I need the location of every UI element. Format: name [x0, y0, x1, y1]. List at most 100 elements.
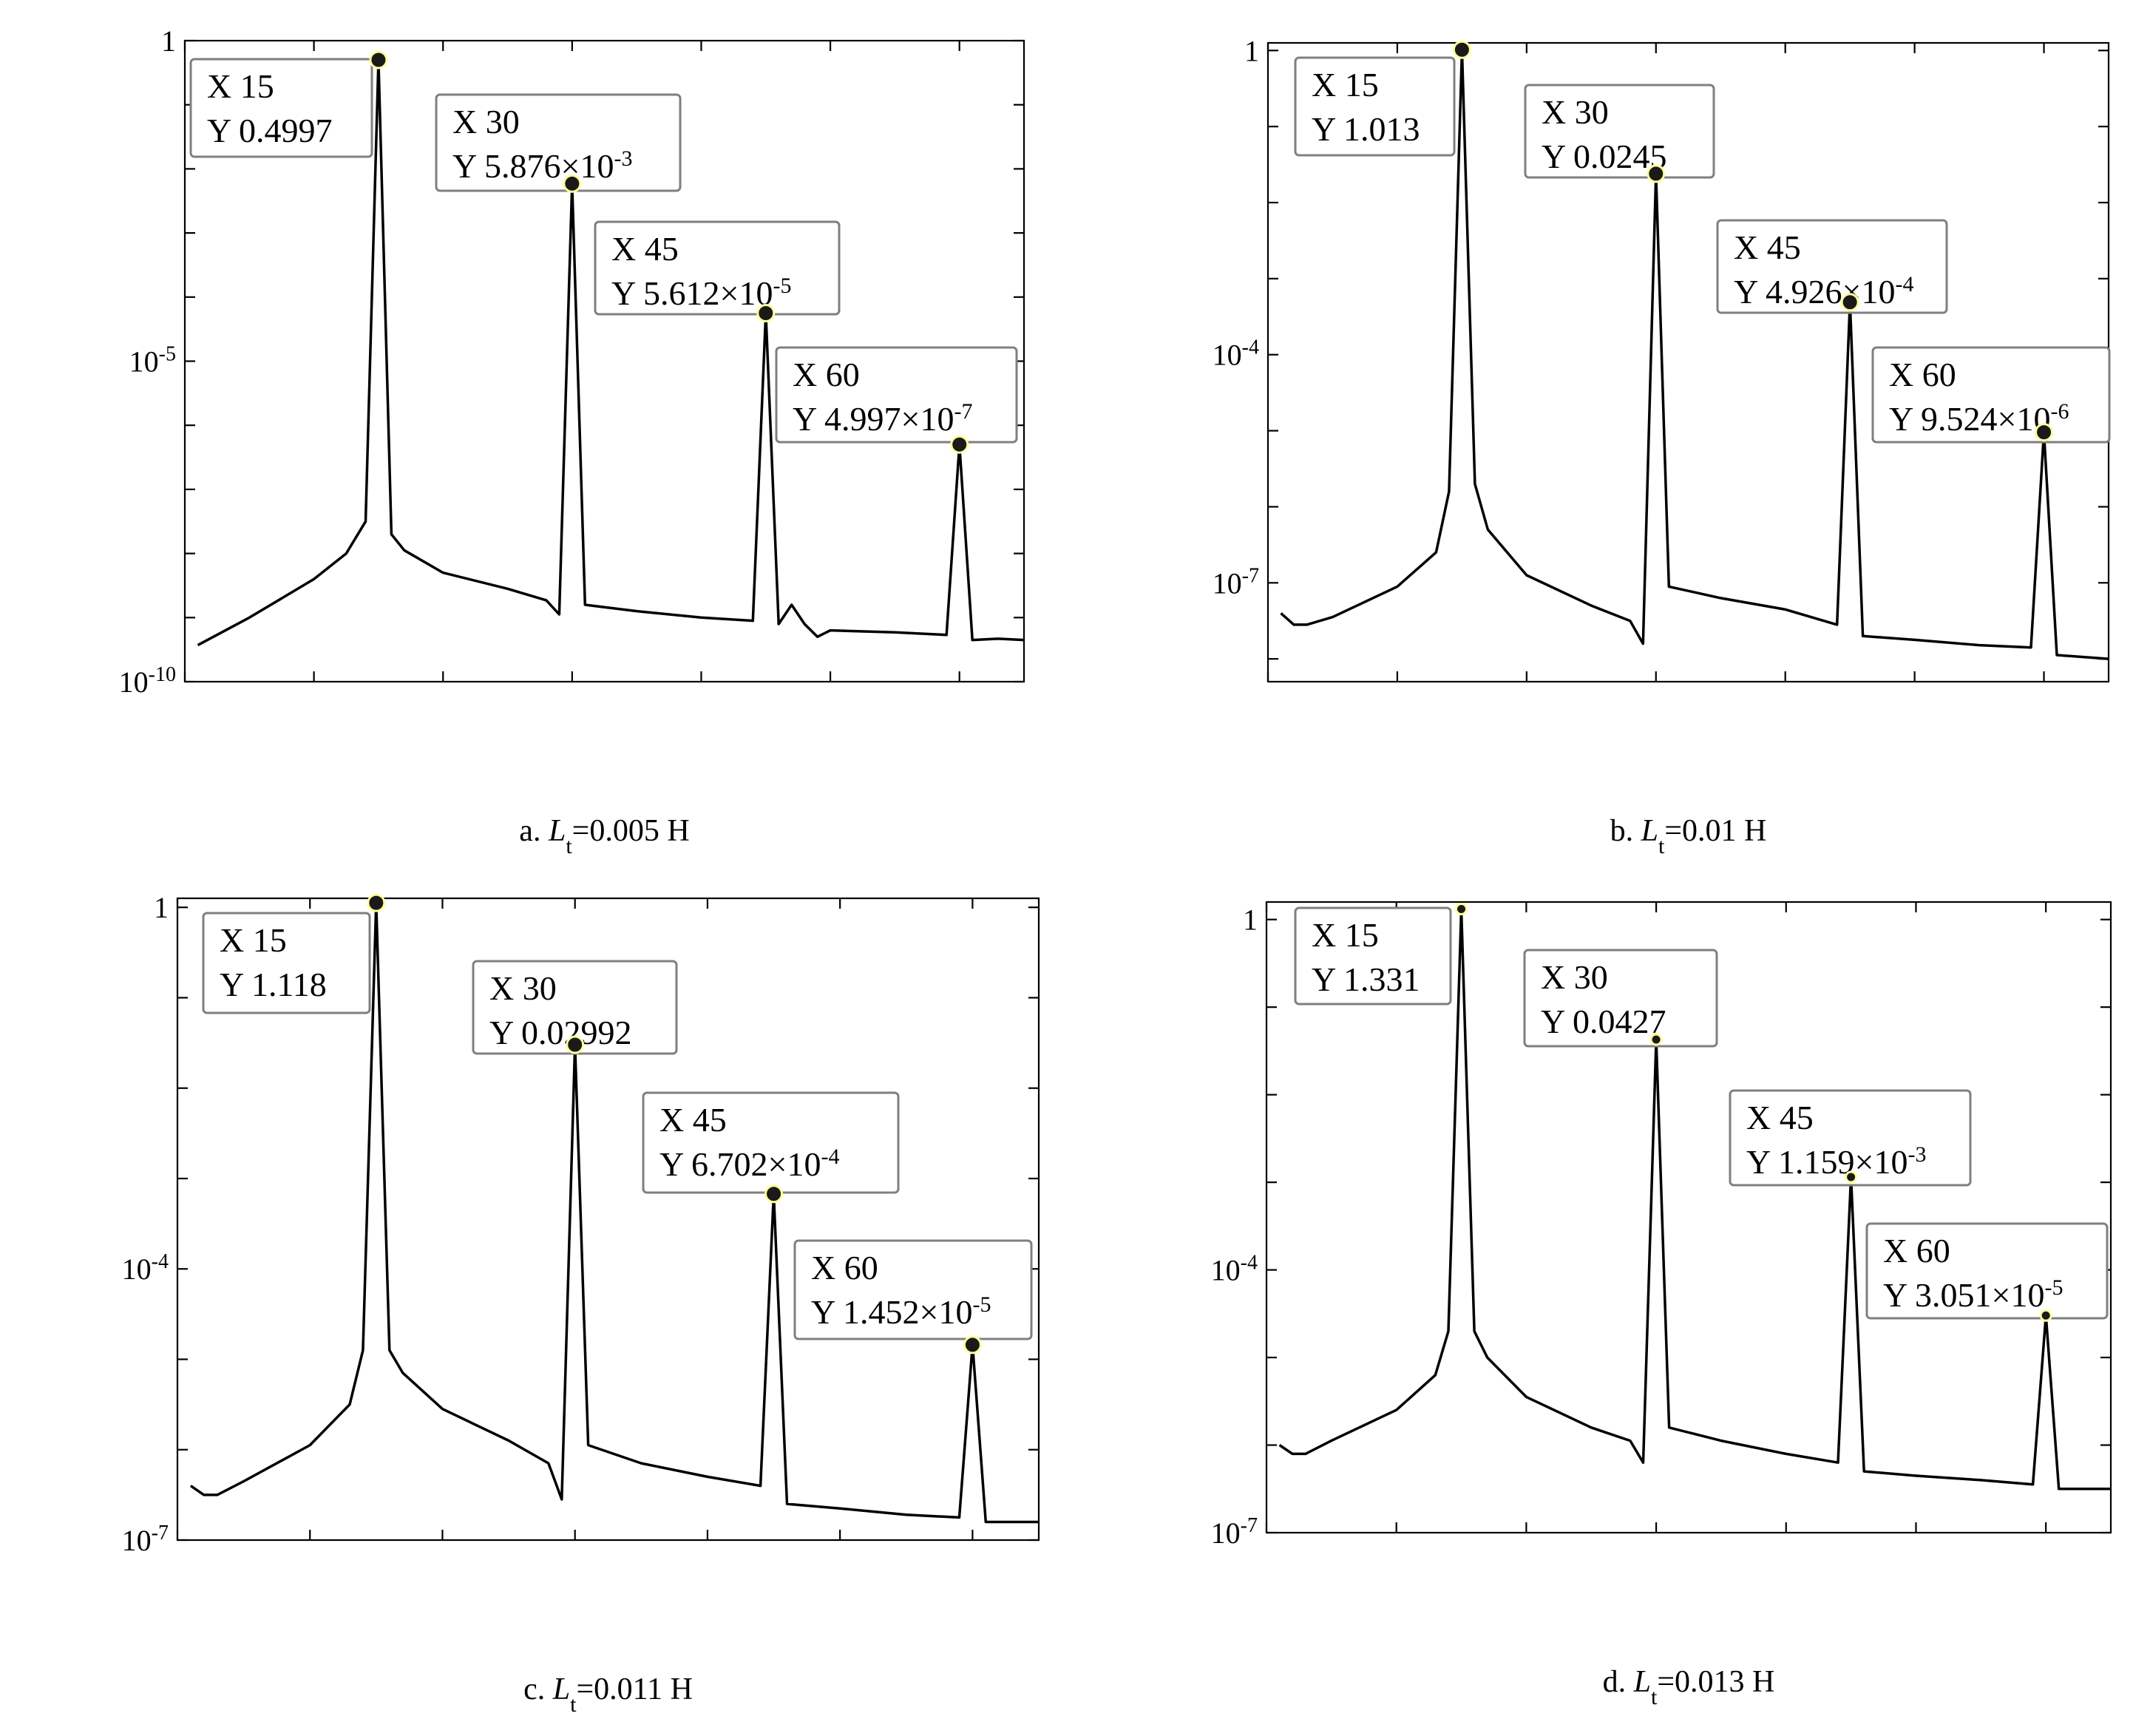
y-tick-label: 10-4: [1213, 336, 1259, 372]
datatip-box: [189, 58, 373, 158]
datatip-60hz: X 60 Y 3.051×10-5: [1865, 1222, 2109, 1322]
datatip-y-line: Y 1.452×10-5: [811, 1292, 991, 1332]
datatip-x-line: X 60: [811, 1249, 878, 1286]
datatip-box: [1523, 949, 1718, 1048]
datatip-x-line: X 45: [611, 230, 679, 268]
spectrum-line: [1280, 48, 2109, 660]
datatip-y-line: Y 0.4997: [207, 112, 333, 149]
panel-caption: d. Lt=0.013 H: [1603, 1665, 1775, 1709]
datatip-box: [1294, 906, 1452, 1006]
datatip-box: [435, 93, 682, 192]
datatip-marker: [1455, 902, 1468, 915]
datatip-60hz: X 60 Y 4.997×10-7: [775, 346, 1018, 454]
datatip-marker: [1647, 164, 1666, 183]
chart-panel-b: 10-7 10-4 1 b. Lt=0.01 H X 15 Y 1.013 X 30 Y 0.…: [1213, 34, 2111, 858]
spectrum-line: [1278, 907, 2111, 1491]
datatip-x-line: X 45: [1734, 228, 1801, 266]
datatip-box: [1871, 346, 2111, 444]
datatip-60hz: X 60 Y 1.452×10-5: [793, 1239, 1033, 1354]
datatip-marker: [2039, 1309, 2052, 1322]
datatip-marker: [566, 1035, 585, 1054]
plot-frame: [176, 897, 1040, 1542]
spectrum-line: [189, 901, 1039, 1524]
datatip-marker: [950, 435, 969, 454]
datatip-box: [202, 912, 371, 1014]
datatip-x-line: X 30: [452, 103, 520, 140]
chart-panel-a: 10-10 10-5 1 a. Lt=0.005 H X 15 Y 0.4997 X 30 Y…: [119, 24, 1025, 858]
chart-panel-d: 10-7 10-4 1 d. Lt=0.013 H X 15 Y 1.331 X 30 Y 0…: [1211, 901, 2112, 1709]
datatip-45hz: X 45 Y 1.159×10-3: [1729, 1089, 1972, 1187]
y-tick-label: 1: [154, 891, 169, 924]
datatip-y-line: Y 6.702×10-4: [659, 1145, 839, 1184]
datatip-box: [1524, 84, 1715, 179]
y-tick-label: 1: [161, 24, 176, 58]
datatip-box: [1716, 219, 1948, 314]
datatip-x-line: X 60: [1883, 1232, 1950, 1269]
datatip-marker: [756, 303, 776, 322]
datatip-x-line: X 45: [659, 1101, 727, 1139]
datatip-marker: [1649, 1033, 1663, 1046]
datatip-x-line: X 60: [793, 356, 860, 393]
datatip-x-line: X 15: [1312, 916, 1379, 954]
panel-caption: b. Lt=0.01 H: [1610, 814, 1767, 858]
y-tick-label: 10-4: [1211, 1251, 1258, 1287]
datatip-30hz: X 30 Y 0.02992: [472, 960, 678, 1055]
datatip-y-line: Y 5.876×10-3: [452, 146, 632, 186]
datatip-y-line: Y 0.0245: [1542, 138, 1667, 175]
y-tick-label: 10-7: [1211, 1514, 1258, 1550]
y-tick-label: 1: [1244, 34, 1259, 67]
plot-frame: [1265, 901, 2112, 1534]
datatip-y-line: Y 1.013: [1312, 110, 1420, 148]
datatip-15hz: X 15 Y 1.118: [202, 893, 386, 1014]
datatip-marker: [764, 1184, 784, 1204]
datatip-x-line: X 30: [1542, 93, 1609, 131]
datatip-marker: [367, 893, 386, 912]
datatip-x-line: X 60: [1889, 356, 1956, 393]
datatip-marker: [1840, 293, 1859, 312]
datatip-45hz: X 45 Y 6.702×10-4: [642, 1091, 900, 1204]
datatip-y-line: Y 1.331: [1312, 960, 1420, 998]
y-tick-label: 10-10: [119, 663, 176, 699]
datatip-x-line: X 30: [489, 969, 557, 1007]
datatip-y-line: Y 4.997×10-7: [793, 399, 972, 438]
datatip-y-line: Y 5.612×10-5: [611, 274, 791, 313]
datatip-x-line: X 15: [1312, 66, 1379, 104]
datatip-x-line: X 30: [1541, 958, 1608, 996]
datatip-15hz: X 15 Y 1.331: [1294, 902, 1468, 1006]
datatip-marker: [1452, 40, 1471, 59]
y-tick-label: 10-7: [1213, 564, 1259, 600]
panel-caption: c. Lt=0.011 H: [523, 1672, 693, 1717]
datatip-marker: [1845, 1170, 1858, 1184]
spectrum-line: [197, 58, 1024, 647]
datatip-y-line: Y 9.524×10-6: [1889, 399, 2069, 438]
datatip-45hz: X 45 Y 4.926×10-4: [1716, 219, 1948, 314]
y-tick-label: 10-4: [122, 1250, 169, 1286]
datatip-x-line: X 15: [220, 921, 287, 959]
datatip-30hz: X 30 Y 0.0245: [1524, 84, 1715, 183]
y-tick-label: 1: [1243, 903, 1258, 937]
datatip-marker: [563, 174, 582, 193]
chart-panel-c: 10-7 10-4 1 c. Lt=0.011 H X 15 Y 1.118 X 30 Y…: [122, 891, 1040, 1717]
datatip-45hz: X 45 Y 5.612×10-5: [594, 220, 841, 322]
datatip-15hz: X 15 Y 1.013: [1294, 40, 1471, 157]
datatip-marker: [369, 50, 388, 69]
datatip-box: [1729, 1089, 1972, 1187]
datatip-x-line: X 15: [207, 67, 274, 105]
datatip-30hz: X 30 Y 0.0427: [1523, 949, 1718, 1048]
datatip-y-line: Y 0.0427: [1541, 1003, 1666, 1040]
y-tick-label: 10-7: [122, 1522, 169, 1558]
datatip-box: [1865, 1222, 2109, 1320]
datatip-box: [594, 220, 841, 316]
datatip-x-line: X 45: [1746, 1099, 1814, 1136]
datatip-y-line: Y 1.118: [220, 966, 327, 1003]
datatip-60hz: X 60 Y 9.524×10-6: [1871, 346, 2111, 444]
datatip-box: [793, 1239, 1033, 1340]
datatip-box: [1294, 56, 1456, 157]
datatip-30hz: X 30 Y 5.876×10-3: [435, 93, 682, 193]
datatip-box: [775, 346, 1018, 444]
panel-caption: a. Lt=0.005 H: [519, 814, 689, 858]
y-tick-label: 10-5: [129, 342, 176, 379]
datatip-y-line: Y 0.02992: [489, 1014, 632, 1051]
datatip-15hz: X 15 Y 0.4997: [189, 50, 388, 158]
